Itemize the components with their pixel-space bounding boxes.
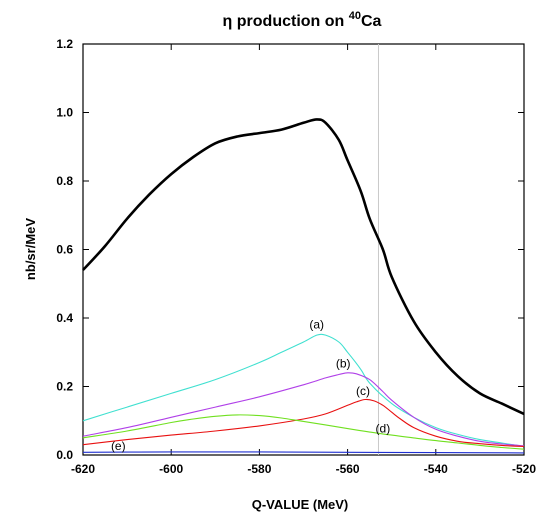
y-tick-label: 0.4 (56, 311, 73, 325)
y-axis-ticks: 0.0 0.2 0.4 0.6 0.8 1.0 1.2 (56, 37, 524, 462)
y-tick-label: 1.0 (56, 106, 73, 120)
x-tick-label: -620 (71, 462, 95, 476)
chart-title-text: η production on 40Ca (223, 10, 382, 30)
x-axis-ticks: -620 -600 -580 -560 -540 -520 (71, 44, 536, 476)
x-tick-label: -580 (247, 462, 271, 476)
title-element: Ca (361, 13, 382, 30)
series-line-c (82, 398, 525, 447)
x-tick-label: -560 (336, 462, 360, 476)
y-tick-label: 0.8 (56, 174, 73, 188)
title-symbol: η (223, 13, 233, 30)
x-tick-label: -520 (512, 462, 536, 476)
x-tick-label: -540 (424, 462, 448, 476)
series-line-a (82, 333, 525, 447)
series-line-total (82, 118, 525, 416)
x-axis-label: Q-VALUE (MeV) (252, 497, 349, 512)
chart-title: η production on 40Ca (223, 10, 382, 30)
title-superscript: 40 (349, 10, 361, 22)
annotation-layer: (a) (b) (c) (d) (e) (111, 317, 390, 453)
y-tick-label: 1.2 (56, 37, 73, 51)
series-line-e (82, 451, 525, 454)
series-label-b: (b) (336, 357, 351, 371)
series-line-b (82, 372, 525, 447)
title-text: production on (232, 13, 348, 30)
y-tick-label: 0.2 (56, 380, 73, 394)
series-label-d: (d) (376, 422, 391, 436)
series-label-c: (c) (356, 384, 370, 398)
series-layer (82, 118, 525, 454)
series-label-e: (e) (111, 439, 126, 453)
x-tick-label: -600 (159, 462, 183, 476)
plot-area (82, 43, 525, 456)
series-label-a: (a) (309, 317, 324, 331)
y-tick-label: 0.0 (56, 448, 73, 462)
y-axis-label: nb/sr/MeV (23, 218, 38, 280)
y-tick-label: 0.6 (56, 243, 73, 257)
series-line-d (82, 414, 525, 450)
